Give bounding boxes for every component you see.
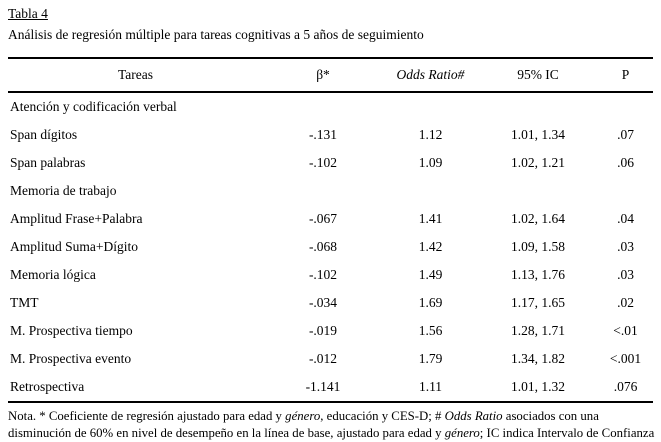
cell-beta: -.102 bbox=[308, 267, 338, 282]
cell-ic bbox=[478, 92, 598, 121]
cell-odds-ratio: 1.79 bbox=[418, 351, 443, 366]
column-header-ic: 95% IC bbox=[478, 57, 598, 93]
table-row: M. Prospectiva evento -.012 1.79 1.34, 1.82… bbox=[8, 345, 653, 373]
note-text: asociados con una bbox=[502, 409, 599, 423]
table-number: Tabla 4 bbox=[8, 6, 48, 21]
cell-ic: 1.01, 1.32 bbox=[511, 379, 565, 394]
cell-odds-ratio: 1.12 bbox=[418, 127, 443, 142]
cell-odds-ratio: 1.09 bbox=[418, 155, 443, 170]
cell-p: .03 bbox=[617, 267, 634, 282]
cell-p bbox=[598, 177, 653, 205]
cell-p: .076 bbox=[613, 379, 638, 394]
cell-ic: 1.09, 1.58 bbox=[511, 239, 565, 254]
cell-label: Retrospectiva bbox=[10, 379, 85, 394]
note-italic-text: género bbox=[285, 409, 321, 423]
table-row: TMT -.034 1.69 1.17, 1.65 .02 bbox=[8, 289, 653, 317]
table-row: Amplitud Suma+Dígito -.068 1.42 1.09, 1.58.… bbox=[8, 233, 653, 261]
header-row: Tareas β* Odds Ratio# 95% IC P bbox=[8, 57, 653, 93]
cell-ic: 1.28, 1.71 bbox=[511, 323, 565, 338]
cell-label: Memoria lógica bbox=[10, 267, 96, 282]
cell-label: TMT bbox=[10, 295, 39, 310]
cell-beta: -.067 bbox=[308, 211, 338, 226]
cell-ic: 1.13, 1.76 bbox=[511, 267, 565, 282]
cell-beta: -.068 bbox=[308, 239, 338, 254]
table-row: Span dígitos -.131 1.12 1.01, 1.34 .07 bbox=[8, 121, 653, 149]
cell-beta: -.102 bbox=[308, 155, 338, 170]
table-note: Nota. * Coeficiente de regresión ajustad… bbox=[8, 408, 656, 441]
column-header-odds-ratio: Odds Ratio# bbox=[383, 57, 478, 93]
cell-odds-ratio bbox=[383, 177, 478, 205]
cell-odds-ratio bbox=[383, 92, 478, 121]
cell-odds-ratio: 1.41 bbox=[418, 211, 443, 226]
table-row: Amplitud Frase+Palabra -.067 1.41 1.02, 1.6… bbox=[8, 205, 653, 233]
note-italic-text: Odds Ratio bbox=[444, 409, 503, 423]
table-row: M. Prospectiva tiempo -.019 1.56 1.28, 1.71… bbox=[8, 317, 653, 345]
regression-table: Tareas β* Odds Ratio# 95% IC P Atención … bbox=[8, 57, 653, 403]
cell-p: .02 bbox=[617, 295, 634, 310]
cell-p bbox=[598, 92, 653, 121]
note-text: , educación y CES-D; # bbox=[320, 409, 445, 423]
cell-label: Span dígitos bbox=[10, 127, 78, 142]
cell-label: M. Prospectiva evento bbox=[10, 351, 132, 366]
table-caption: Análisis de regresión múltiple para tare… bbox=[8, 27, 424, 42]
cell-beta: -1.141 bbox=[305, 379, 341, 394]
cell-beta: -.034 bbox=[308, 295, 338, 310]
note-text: disminución de 60% en nivel de desempeño… bbox=[8, 425, 445, 440]
cell-p: <.001 bbox=[609, 351, 642, 366]
cell-ic: 1.34, 1.82 bbox=[511, 351, 565, 366]
cell-odds-ratio: 1.69 bbox=[418, 295, 443, 310]
cell-ic: 1.02, 1.21 bbox=[511, 155, 565, 170]
cell-label: Span palabras bbox=[10, 155, 86, 170]
cell-odds-ratio: 1.56 bbox=[418, 323, 443, 338]
section-row: Atención y codificación verbal bbox=[8, 92, 653, 121]
cell-p: .07 bbox=[617, 127, 634, 142]
note-text: ; IC indica Intervalo de Confianza bbox=[479, 425, 655, 440]
cell-beta: -.131 bbox=[308, 127, 338, 142]
section-row: Memoria de trabajo bbox=[8, 177, 653, 205]
cell-p: .04 bbox=[617, 211, 634, 226]
cell-odds-ratio: 1.11 bbox=[418, 379, 443, 394]
cell-ic: 1.01, 1.34 bbox=[511, 127, 565, 142]
cell-label: Memoria de trabajo bbox=[10, 183, 117, 198]
cell-label: Amplitud Suma+Dígito bbox=[10, 239, 138, 254]
cell-p: <.01 bbox=[613, 323, 638, 338]
table-row: Span palabras -.102 1.09 1.02, 1.21 .06 bbox=[8, 149, 653, 177]
column-header-tareas: Tareas bbox=[8, 57, 263, 93]
cell-p: .03 bbox=[617, 239, 634, 254]
column-header-p: P bbox=[598, 57, 653, 93]
cell-label: M. Prospectiva tiempo bbox=[10, 323, 133, 338]
cell-label: Atención y codificación verbal bbox=[10, 99, 177, 114]
cell-ic: 1.02, 1.64 bbox=[511, 211, 565, 226]
cell-label: Amplitud Frase+Palabra bbox=[10, 211, 143, 226]
cell-ic bbox=[478, 177, 598, 205]
note-italic-text: género bbox=[444, 425, 480, 440]
table-row: Retrospectiva -1.141 1.11 1.01, 1.32 .076 bbox=[8, 373, 653, 402]
cell-odds-ratio: 1.49 bbox=[418, 267, 443, 282]
column-header-beta: β* bbox=[263, 57, 383, 93]
cell-odds-ratio: 1.42 bbox=[418, 239, 443, 254]
cell-beta bbox=[263, 177, 383, 205]
cell-beta bbox=[263, 92, 383, 121]
cell-beta: -.012 bbox=[308, 351, 338, 366]
cell-ic: 1.17, 1.65 bbox=[511, 295, 565, 310]
cell-p: .06 bbox=[617, 155, 634, 170]
table-row: Memoria lógica -.102 1.49 1.13, 1.76 .03 bbox=[8, 261, 653, 289]
cell-beta: -.019 bbox=[308, 323, 338, 338]
note-text: Nota. * Coeficiente de regresión ajustad… bbox=[8, 409, 286, 423]
